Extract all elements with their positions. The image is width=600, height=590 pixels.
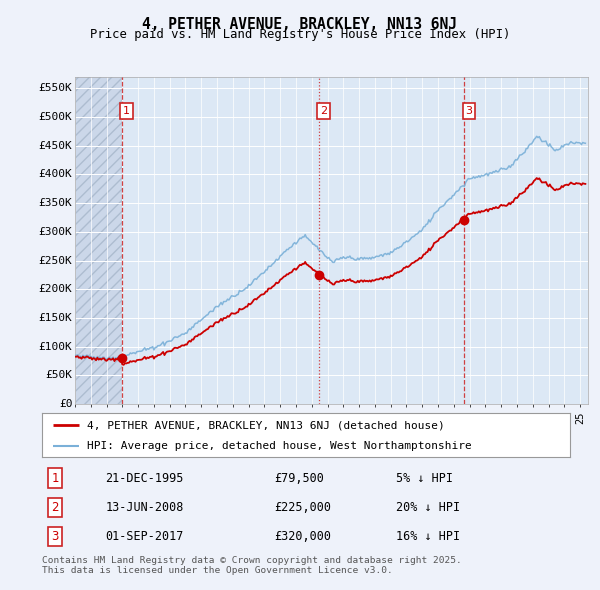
Text: Contains HM Land Registry data © Crown copyright and database right 2025.
This d: Contains HM Land Registry data © Crown c… [42,556,462,575]
Text: £200K: £200K [38,284,73,294]
Text: £300K: £300K [38,227,73,237]
Text: £150K: £150K [38,313,73,323]
Text: 13-JUN-2008: 13-JUN-2008 [106,501,184,514]
Text: 3: 3 [52,530,59,543]
Text: 1: 1 [52,471,59,485]
Text: £250K: £250K [38,255,73,266]
Text: £79,500: £79,500 [274,471,324,485]
Text: 1: 1 [123,106,130,116]
Text: 5% ↓ HPI: 5% ↓ HPI [396,471,453,485]
Text: £500K: £500K [38,112,73,122]
Bar [75,77,122,404]
Text: £550K: £550K [38,83,73,93]
Text: £225,000: £225,000 [274,501,331,514]
Text: HPI: Average price, detached house, West Northamptonshire: HPI: Average price, detached house, West… [87,441,472,451]
Text: 16% ↓ HPI: 16% ↓ HPI [396,530,460,543]
Text: 3: 3 [466,106,473,116]
Text: 21-DEC-1995: 21-DEC-1995 [106,471,184,485]
Text: 2: 2 [320,106,327,116]
Text: 20% ↓ HPI: 20% ↓ HPI [396,501,460,514]
Text: £320,000: £320,000 [274,530,331,543]
Text: £400K: £400K [38,169,73,179]
Text: £350K: £350K [38,198,73,208]
Text: 01-SEP-2017: 01-SEP-2017 [106,530,184,543]
Text: 4, PETHER AVENUE, BRACKLEY, NN13 6NJ: 4, PETHER AVENUE, BRACKLEY, NN13 6NJ [143,17,458,31]
Text: 4, PETHER AVENUE, BRACKLEY, NN13 6NJ (detached house): 4, PETHER AVENUE, BRACKLEY, NN13 6NJ (de… [87,421,445,430]
Text: 2: 2 [52,501,59,514]
Text: £100K: £100K [38,342,73,352]
Text: £450K: £450K [38,140,73,150]
Text: £50K: £50K [46,371,73,381]
Text: Price paid vs. HM Land Registry's House Price Index (HPI): Price paid vs. HM Land Registry's House … [90,28,510,41]
Text: £0: £0 [59,399,73,409]
